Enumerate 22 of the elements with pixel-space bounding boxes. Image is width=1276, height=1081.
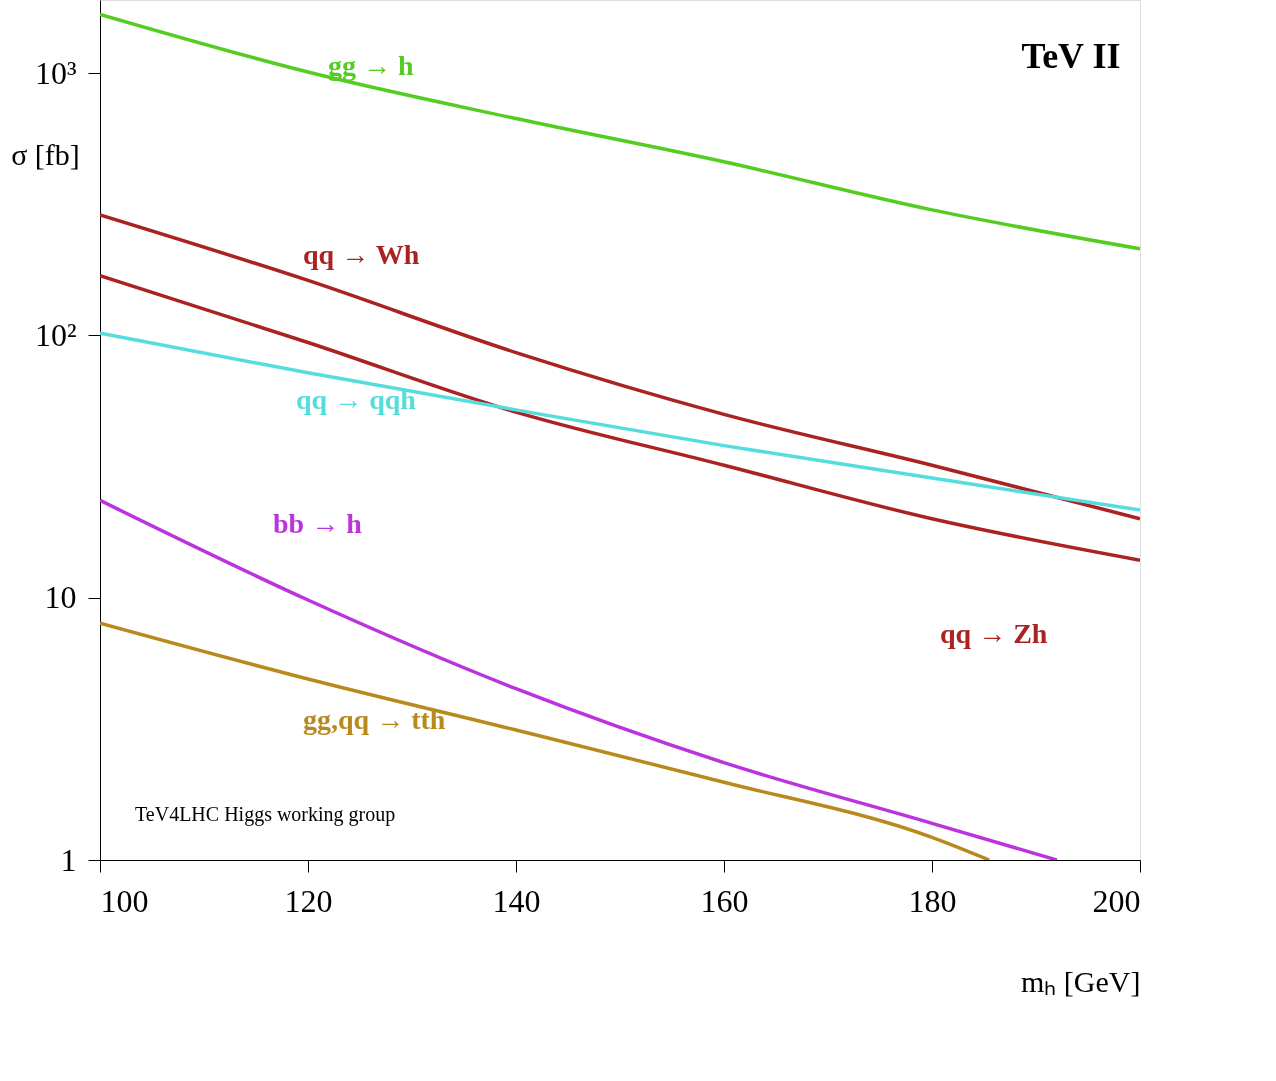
- y-tick-label: 10: [44, 579, 77, 616]
- x-tick-label: 140: [492, 882, 541, 919]
- y-tick-label: 10³: [34, 54, 77, 91]
- x-tick-label: 160: [700, 882, 749, 919]
- series-label: qq → Wh: [303, 239, 420, 271]
- y-axis-title: σ [fb]: [11, 137, 80, 171]
- x-tick-label: 180: [908, 882, 957, 919]
- line-series: [100, 273, 1140, 562]
- series-label: gg,qq → tth: [303, 703, 446, 735]
- series-label: qq → qqh: [296, 383, 417, 415]
- y-tick-label: 1: [60, 841, 77, 878]
- x-tick-label: 200: [1092, 882, 1141, 919]
- x-tick-label: 120: [284, 882, 333, 919]
- text: TeV II: [1021, 36, 1121, 76]
- line-series: [100, 331, 1140, 512]
- y-tick-label: 10²: [34, 316, 77, 353]
- annotation: TeV4LHC Higgs working group: [135, 803, 396, 826]
- text: qq → Zh: [940, 618, 1048, 650]
- x-tick-label: 100: [100, 882, 149, 919]
- line-series: [100, 498, 1059, 860]
- series-label: bb → h: [273, 508, 363, 540]
- x-axis-title: mₕ [GeV]: [1021, 964, 1141, 998]
